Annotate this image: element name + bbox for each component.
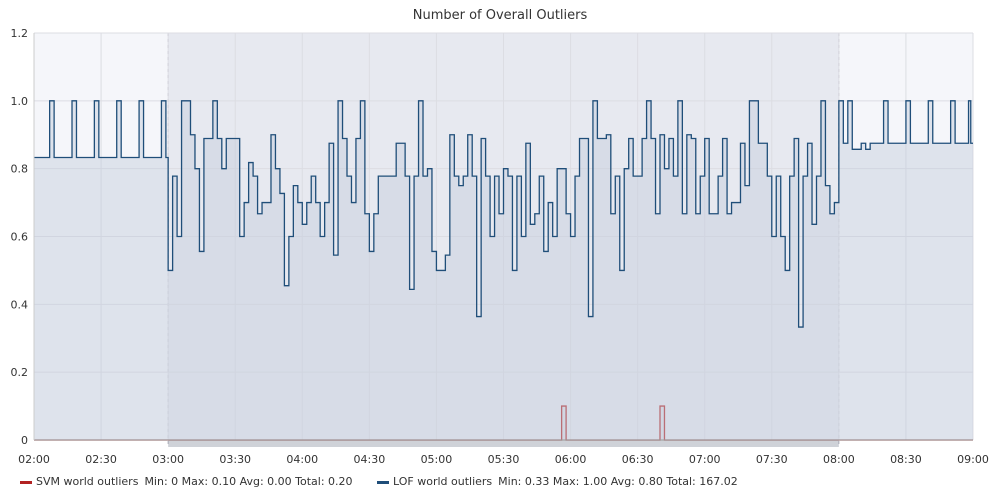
x-tick-label: 06:30 — [622, 453, 654, 466]
x-tick-label: 07:30 — [756, 453, 788, 466]
x-tick-label: 05:00 — [421, 453, 453, 466]
axes — [33, 33, 973, 441]
y-tick-label: 0.8 — [11, 163, 29, 176]
x-tick-label: 06:00 — [555, 453, 587, 466]
x-axis-ticks: 02:00 02:30 03:00 03:30 04:00 04:30 05:00 05:30… — [18, 453, 989, 466]
y-axis-ticks: 0 0.2 0.4 0.6 0.8 1.0 1.2 — [11, 27, 29, 447]
y-tick-label: 0.4 — [11, 298, 29, 311]
x-tick-label: 07:00 — [689, 453, 721, 466]
legend-series-stats: Min: 0.33 Max: 1.00 Avg: 0.80 Total: 167… — [498, 475, 738, 488]
legend-series-stats: Min: 0 Max: 0.10 Avg: 0.00 Total: 0.20 — [144, 475, 352, 488]
x-tick-label: 09:00 — [957, 453, 989, 466]
x-tick-label: 04:30 — [354, 453, 386, 466]
legend-item-svm-world-outliers: SVM world outliers Min: 0 Max: 0.10 Avg: … — [20, 475, 353, 488]
x-tick-label: 05:30 — [488, 453, 520, 466]
x-tick-label: 02:30 — [85, 453, 117, 466]
x-tick-label: 04:00 — [286, 453, 318, 466]
legend-swatch — [377, 481, 389, 484]
y-tick-label: 0.2 — [11, 366, 29, 379]
y-tick-label: 1.2 — [11, 27, 29, 40]
lof-world-outliers-line — [34, 100, 973, 328]
legend: SVM world outliers Min: 0 Max: 0.10 Avg: … — [20, 475, 738, 488]
x-tick-label: 03:00 — [152, 453, 184, 466]
legend-label: SVM world outliers Min: 0 Max: 0.10 Avg: … — [36, 475, 353, 488]
legend-series-name: LOF world outliers — [393, 475, 492, 488]
x-tick-label: 03:30 — [219, 453, 251, 466]
chart-title: Number of Overall Outliers — [413, 8, 588, 23]
y-tick-label: 1.0 — [11, 95, 29, 108]
shaded-window-axis-band — [168, 440, 839, 447]
x-tick-label: 02:00 — [18, 453, 50, 466]
lof-world-outliers-area — [34, 100, 973, 440]
x-tick-label: 08:30 — [890, 453, 922, 466]
y-tick-label: 0.6 — [11, 231, 29, 244]
x-tick-label: 08:00 — [823, 453, 855, 466]
legend-swatch — [20, 481, 32, 484]
legend-series-name: SVM world outliers — [36, 475, 139, 488]
legend-label: LOF world outliers Min: 0.33 Max: 1.00 Av… — [393, 475, 738, 488]
legend-item-lof-world-outliers: LOF world outliers Min: 0.33 Max: 1.00 Av… — [377, 475, 738, 488]
y-tick-label: 0 — [21, 434, 28, 447]
